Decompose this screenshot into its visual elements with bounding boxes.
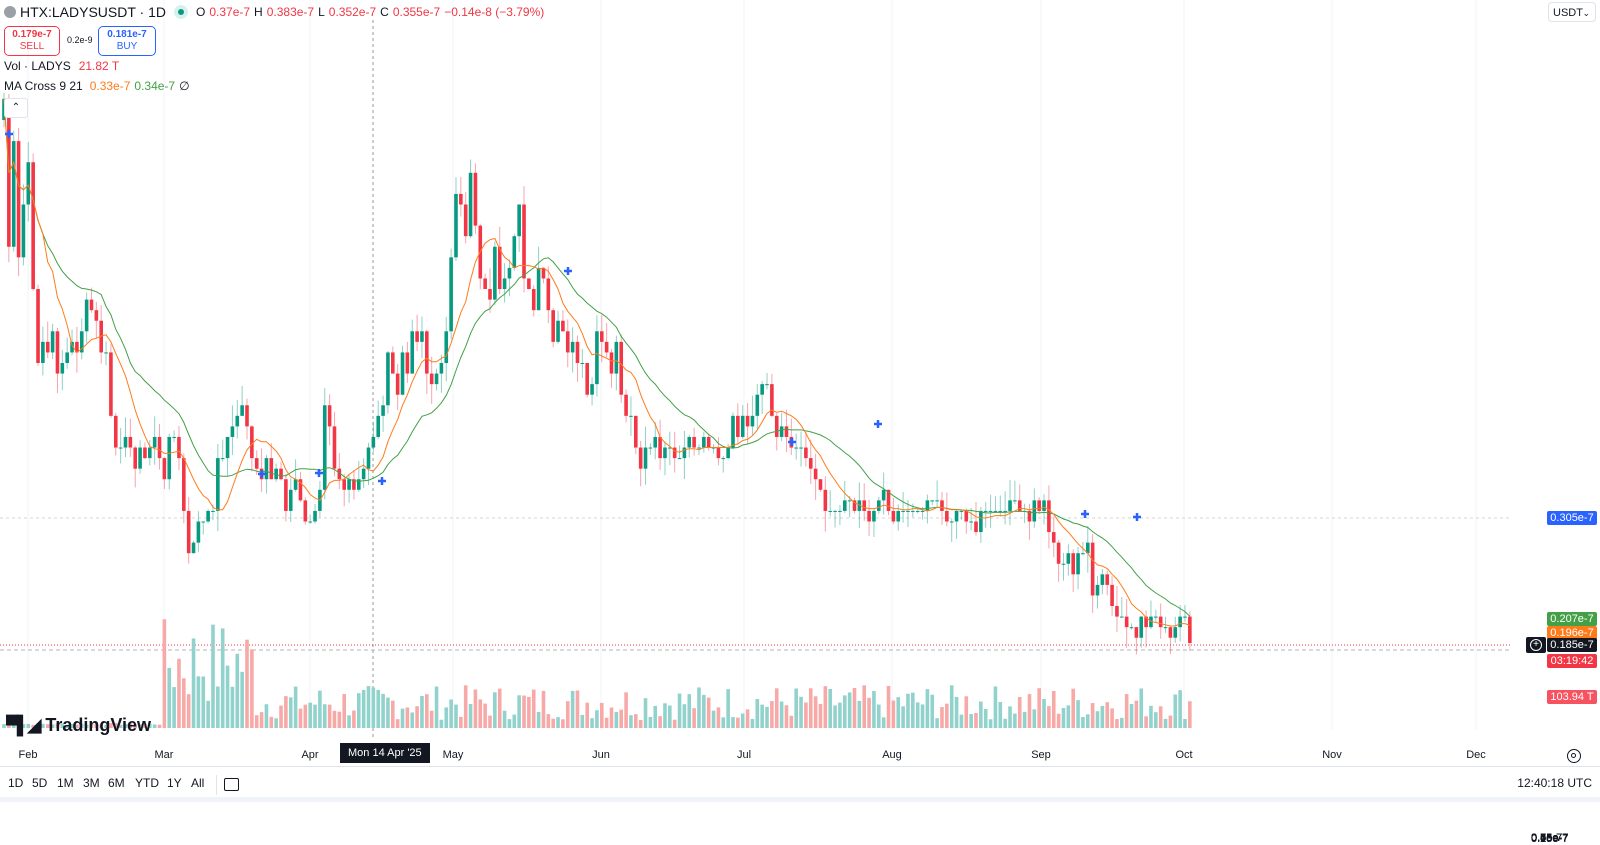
price-tick: 0.15e-7	[1531, 832, 1569, 845]
price-chart[interactable]	[0, 0, 1600, 766]
chevron-up-icon: ⌃	[11, 102, 21, 113]
high-value: 0.383e-7	[266, 5, 315, 19]
time-tick: Sep	[1031, 749, 1051, 761]
collapse-legend-button[interactable]: ⌃	[4, 98, 28, 118]
buy-price: 0.181e-7	[107, 29, 147, 40]
crosshair-price-tag: 0.305e-7	[1547, 511, 1597, 525]
range-button-1m[interactable]: 1M	[57, 776, 74, 790]
symbol-title[interactable]: HTX:LADYSUSDT · 1D	[20, 4, 166, 20]
range-button-1y[interactable]: 1Y	[167, 776, 182, 790]
ma-slow-value: 0.34e-7	[134, 79, 176, 93]
time-tick: Jul	[736, 749, 752, 761]
tradingview-logo[interactable]: ▀▌◢ TradingView	[6, 715, 151, 736]
high-label: H	[254, 5, 263, 19]
time-tick: Oct	[1175, 749, 1193, 761]
ma-cross-legend[interactable]: MA Cross 9 21 0.33e-7 0.34e-7 ∅	[4, 79, 190, 93]
volume-value: 21.82 T	[78, 59, 120, 73]
currency-select[interactable]: USDT ⌄	[1548, 2, 1596, 22]
open-value: 0.37e-7	[209, 5, 251, 19]
low-label: L	[318, 5, 325, 19]
range-button-1d[interactable]: 1D	[8, 776, 24, 790]
range-button-all[interactable]: All	[191, 776, 205, 790]
close-label: C	[380, 5, 389, 19]
go-to-date-button[interactable]	[222, 775, 240, 793]
last-price-tag: 0.185e-7	[1547, 638, 1597, 652]
ma-cross-label: MA Cross 9 21	[4, 79, 83, 93]
market-status-icon	[174, 5, 188, 19]
spread-value: 0.2e-9	[67, 35, 93, 45]
time-tick: Jun	[592, 749, 610, 761]
buy-label: BUY	[116, 41, 138, 52]
ma-fast-price-tag: 0.196e-7	[1547, 626, 1597, 640]
currency-label: USDT	[1553, 7, 1583, 19]
clock-timezone[interactable]: 12:40:18 UTC	[1517, 776, 1592, 790]
chevron-down-icon: ⌄	[1582, 8, 1590, 18]
toolbar-divider	[216, 775, 217, 795]
calendar-arrow-icon	[224, 778, 239, 791]
time-tick: Nov	[1322, 749, 1342, 761]
footer-strip	[0, 797, 1600, 802]
sell-button[interactable]: 0.179e-7 SELL	[4, 26, 60, 56]
add-alert-button[interactable]: +	[1526, 637, 1546, 653]
close-value: 0.355e-7	[392, 5, 441, 19]
tradingview-wordmark: TradingView	[45, 715, 152, 735]
buy-button[interactable]: 0.181e-7 BUY	[98, 26, 156, 56]
plus-circle-icon: +	[1530, 639, 1542, 651]
volume-legend[interactable]: Vol · LADYS 21.82 T	[4, 59, 119, 73]
countdown-tag: 03:19:42	[1547, 654, 1597, 668]
crosshair-date-label: Mon 14 Apr '25	[340, 743, 430, 763]
time-tick: May	[442, 749, 464, 761]
time-tick: Dec	[1466, 749, 1486, 761]
ma-slow-price-tag: 0.207e-7	[1547, 612, 1597, 626]
hidden-values-icon[interactable]: ∅	[179, 79, 190, 93]
tradingview-mark-icon: ▀▌◢	[6, 715, 41, 735]
volume-label: Vol · LADYS	[4, 59, 71, 73]
bottom-toolbar: 1D 5D 1M 3M 6M YTD 1Y All 12:40:18 UTC	[0, 766, 1600, 803]
open-label: O	[196, 5, 206, 19]
settings-gear-icon[interactable]	[1567, 749, 1581, 763]
sell-price: 0.179e-7	[12, 29, 52, 40]
range-button-5d[interactable]: 5D	[32, 776, 48, 790]
range-button-ytd[interactable]: YTD	[135, 776, 159, 790]
low-value: 0.352e-7	[328, 5, 377, 19]
exchange-logo-icon	[4, 6, 16, 18]
range-button-6m[interactable]: 6M	[108, 776, 125, 790]
sell-label: SELL	[19, 41, 45, 52]
change-value: −0.14e-8 (−3.79%)	[444, 5, 545, 19]
ma-fast-value: 0.33e-7	[89, 79, 131, 93]
time-tick: Aug	[882, 749, 902, 761]
volume-tag: 103.94 T	[1547, 690, 1597, 704]
time-tick: Feb	[18, 749, 38, 761]
range-button-3m[interactable]: 3M	[83, 776, 100, 790]
time-tick: Mar	[154, 749, 174, 761]
time-tick: Apr	[301, 749, 319, 761]
